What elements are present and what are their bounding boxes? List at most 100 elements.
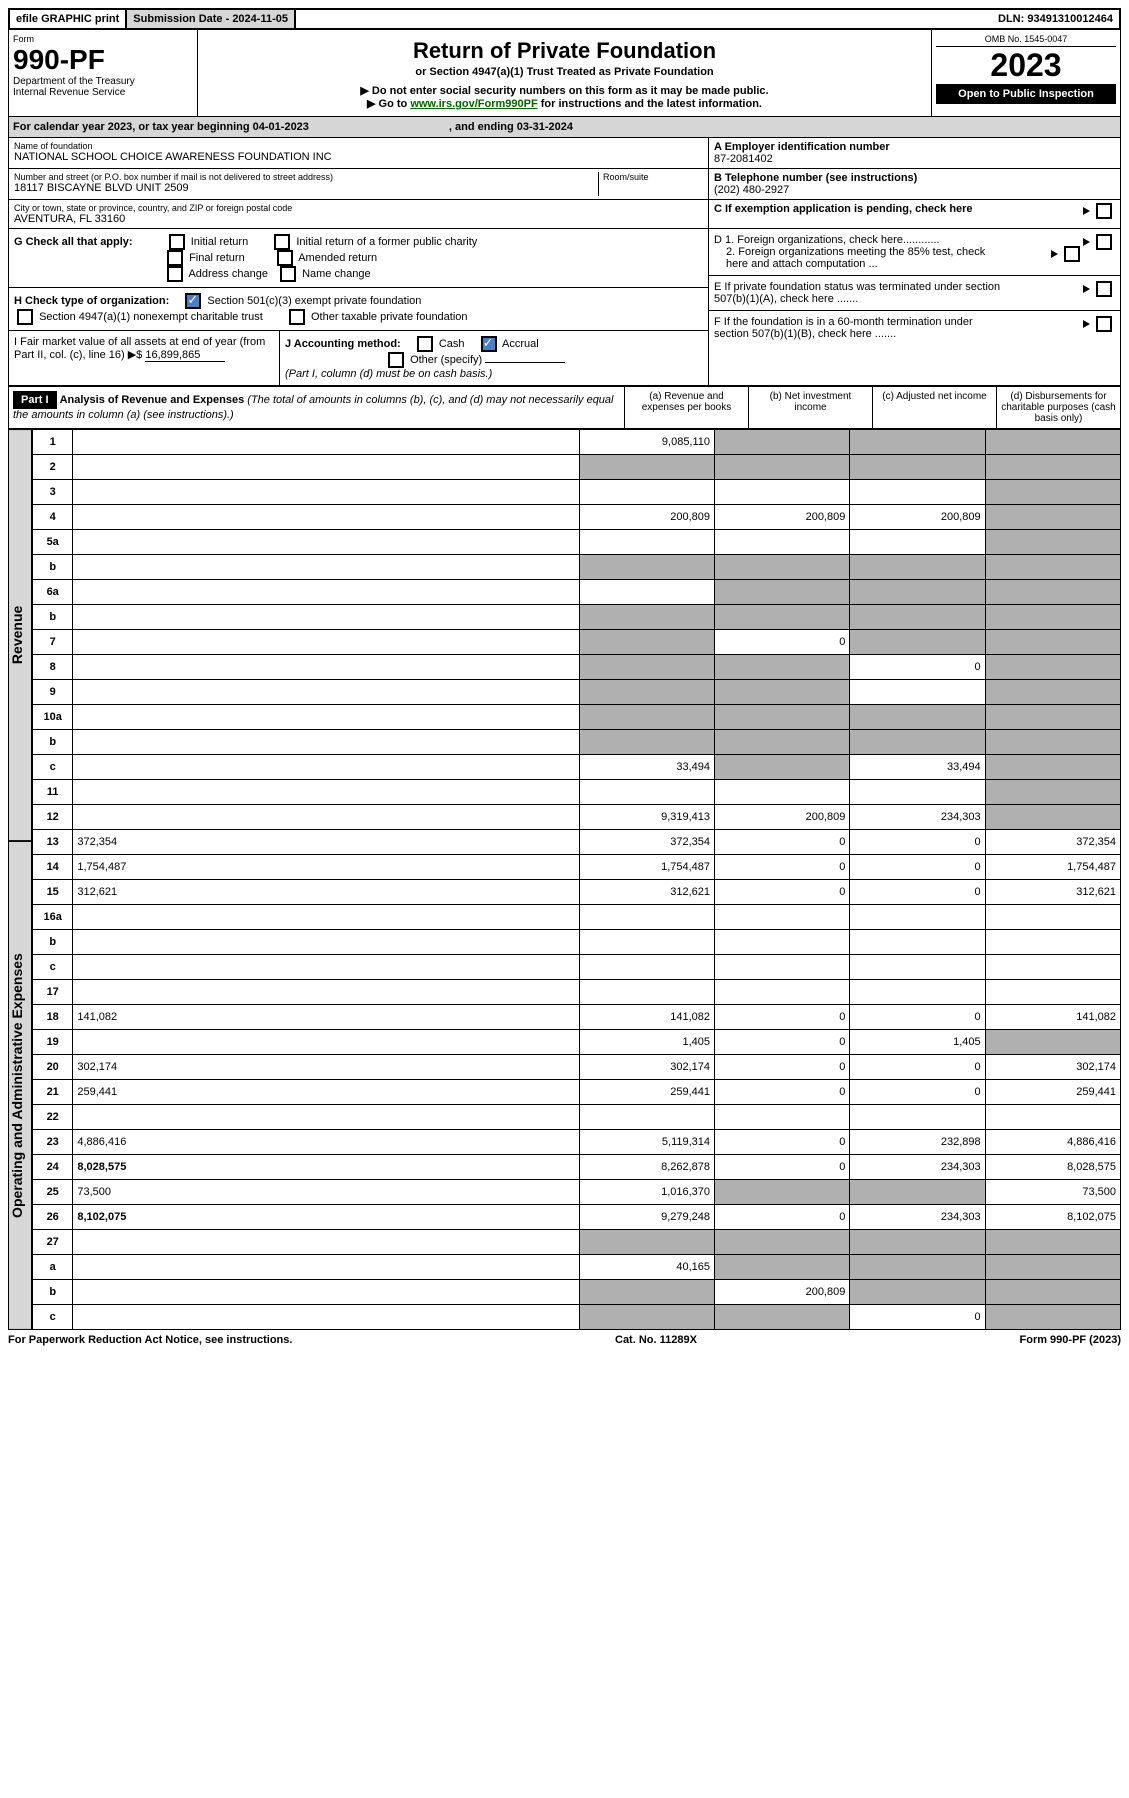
line-desc <box>73 730 579 755</box>
h-501c3-checkbox[interactable] <box>185 293 201 309</box>
col-b <box>715 530 850 555</box>
g-addr-checkbox[interactable] <box>167 266 183 282</box>
line-desc <box>73 980 579 1005</box>
line-desc: 1,754,487 <box>73 855 579 880</box>
col-d <box>985 1305 1120 1330</box>
line-num: c <box>33 755 73 780</box>
g-final-checkbox[interactable] <box>167 250 183 266</box>
line-desc: 312,621 <box>73 880 579 905</box>
line-num: 8 <box>33 655 73 680</box>
col-d: 141,082 <box>985 1005 1120 1030</box>
col-d <box>985 755 1120 780</box>
col-c <box>850 630 985 655</box>
col-a: 33,494 <box>579 755 714 780</box>
irs: Internal Revenue Service <box>13 87 193 98</box>
d2-checkbox[interactable] <box>1064 246 1080 262</box>
col-d <box>985 1255 1120 1280</box>
col-a <box>579 1280 714 1305</box>
opex-label: Operating and Administrative Expenses <box>8 841 32 1330</box>
e-checkbox[interactable] <box>1096 281 1112 297</box>
line-desc <box>73 630 579 655</box>
g-name-checkbox[interactable] <box>280 266 296 282</box>
col-b: 0 <box>715 1205 850 1230</box>
col-d <box>985 1105 1120 1130</box>
cat-no: Cat. No. 11289X <box>615 1334 697 1346</box>
line-desc: 4,886,416 <box>73 1130 579 1155</box>
col-a: 9,279,248 <box>579 1205 714 1230</box>
col-c: 0 <box>850 830 985 855</box>
h-other-checkbox[interactable] <box>289 309 305 325</box>
top-bar: efile GRAPHIC print Submission Date - 20… <box>8 8 1121 30</box>
part1-header: Part I Analysis of Revenue and Expenses … <box>8 386 1121 429</box>
line-desc <box>73 905 579 930</box>
col-b <box>715 930 850 955</box>
table-row: 191,40501,405 <box>33 1030 1121 1055</box>
instructions-link[interactable]: www.irs.gov/Form990PF <box>410 98 537 110</box>
col-c: 0 <box>850 1080 985 1105</box>
table-row: 70 <box>33 630 1121 655</box>
line-num: 25 <box>33 1180 73 1205</box>
j-accrual-checkbox[interactable] <box>481 336 497 352</box>
col-c <box>850 980 985 1005</box>
line-num: 6a <box>33 580 73 605</box>
col-b <box>715 580 850 605</box>
city-cell: City or town, state or province, country… <box>9 200 709 228</box>
col-d <box>985 805 1120 830</box>
j-cash-checkbox[interactable] <box>417 336 433 352</box>
line-num: 22 <box>33 1105 73 1130</box>
col-d <box>985 605 1120 630</box>
col-b <box>715 730 850 755</box>
col-a <box>579 680 714 705</box>
col-c <box>850 430 985 455</box>
line-desc <box>73 505 579 530</box>
line-desc <box>73 705 579 730</box>
table-row: 9 <box>33 680 1121 705</box>
g-initial-former-checkbox[interactable] <box>274 234 290 250</box>
d1-checkbox[interactable] <box>1096 234 1112 250</box>
table-row: 248,028,5758,262,8780234,3038,028,575 <box>33 1155 1121 1180</box>
col-d <box>985 905 1120 930</box>
calendar-year-row: For calendar year 2023, or tax year begi… <box>8 117 1121 138</box>
col-a <box>579 530 714 555</box>
g-initial-checkbox[interactable] <box>169 234 185 250</box>
f-checkbox[interactable] <box>1096 316 1112 332</box>
line-num: b <box>33 605 73 630</box>
line-desc <box>73 930 579 955</box>
table-row: 19,085,110 <box>33 430 1121 455</box>
col-b: 0 <box>715 1055 850 1080</box>
col-a <box>579 730 714 755</box>
table-row: 6a <box>33 580 1121 605</box>
main-table-wrapper: Revenue Operating and Administrative Exp… <box>8 429 1121 1330</box>
line-num: 19 <box>33 1030 73 1055</box>
line-num: 3 <box>33 480 73 505</box>
h-4947-checkbox[interactable] <box>17 309 33 325</box>
c-checkbox[interactable] <box>1096 203 1112 219</box>
col-c <box>850 780 985 805</box>
line-desc <box>73 455 579 480</box>
g-row: G Check all that apply: Initial return I… <box>9 229 708 288</box>
col-a: 141,082 <box>579 1005 714 1030</box>
table-row: 268,102,0759,279,2480234,3038,102,075 <box>33 1205 1121 1230</box>
line-num: 5a <box>33 530 73 555</box>
dept: Department of the Treasury <box>13 76 193 87</box>
col-d <box>985 680 1120 705</box>
col-a <box>579 580 714 605</box>
h-row: H Check type of organization: Section 50… <box>9 288 708 331</box>
line-num: 2 <box>33 455 73 480</box>
col-a <box>579 655 714 680</box>
line-desc: 372,354 <box>73 830 579 855</box>
col-c <box>850 480 985 505</box>
table-row: b <box>33 605 1121 630</box>
col-d: 73,500 <box>985 1180 1120 1205</box>
line-num: 21 <box>33 1080 73 1105</box>
col-d: 4,886,416 <box>985 1130 1120 1155</box>
entity-info: Name of foundation NATIONAL SCHOOL CHOIC… <box>8 138 1121 229</box>
j-other-checkbox[interactable] <box>388 352 404 368</box>
line-num: 13 <box>33 830 73 855</box>
col-a: 259,441 <box>579 1080 714 1105</box>
g-amended-checkbox[interactable] <box>277 250 293 266</box>
submission-date: Submission Date - 2024-11-05 <box>127 10 296 28</box>
table-row: 27 <box>33 1230 1121 1255</box>
col-a: 5,119,314 <box>579 1130 714 1155</box>
table-row: 18141,082141,08200141,082 <box>33 1005 1121 1030</box>
